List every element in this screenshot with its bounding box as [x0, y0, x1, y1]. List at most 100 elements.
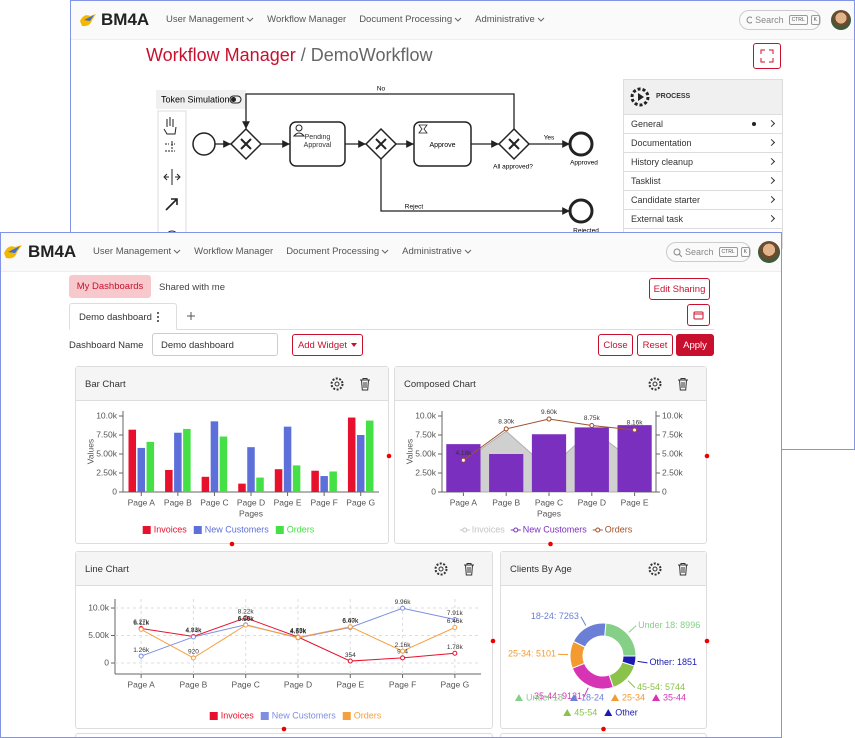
separator: / [300, 45, 306, 65]
menu-label: Workflow Manager [267, 14, 347, 25]
settings-icon[interactable] [648, 377, 662, 391]
brand: BM4A [28, 242, 77, 261]
menu-item[interactable]: Administrative [402, 246, 472, 257]
gear-teeth [434, 562, 448, 576]
panel-item[interactable]: History cleanup [624, 153, 782, 172]
close-button[interactable]: Close [598, 334, 633, 356]
toggle[interactable] [229, 95, 242, 104]
panel-item[interactable]: Candidate starter [624, 191, 782, 210]
chevron [246, 17, 254, 22]
task-label-box: Pending Approval [303, 134, 332, 149]
hand-tool[interactable] [163, 117, 177, 135]
lens [746, 16, 753, 23]
tab-button[interactable] [687, 304, 710, 326]
name-input[interactable]: Demo dashboard [152, 333, 278, 356]
panel-title: PROCESS [656, 93, 691, 100]
dashboard-tab-label: Demo dashboard [79, 312, 152, 323]
tab[interactable]: Shared with me [159, 282, 226, 293]
key: K [810, 15, 820, 25]
chevron [381, 249, 389, 254]
chevron [464, 249, 472, 254]
menu: User Management Workflow Manager Document … [166, 14, 545, 25]
user-icon-body [292, 132, 306, 137]
avatar[interactable] [831, 10, 851, 30]
flow-label: Reject [405, 204, 424, 211]
menu-item[interactable]: User Management [93, 246, 181, 257]
menu: User Management Workflow Manager Document … [93, 246, 472, 257]
add-tab-icon[interactable] [186, 311, 196, 321]
menu-item[interactable]: Document Processing [359, 14, 462, 25]
delete-icon[interactable] [358, 377, 372, 391]
menu-label: Document Processing [286, 246, 380, 257]
connect-tool[interactable] [165, 198, 178, 211]
widget-card: Line Chart [75, 551, 493, 729]
kebab-icon[interactable] [156, 311, 160, 323]
gateways[interactable] [229, 127, 531, 161]
menu-item[interactable]: Workflow Manager [267, 14, 346, 25]
panel-item-label: General [631, 119, 664, 129]
end-event[interactable] [568, 131, 594, 157]
search-label: Search [755, 15, 784, 25]
search[interactable]: Search CTRL K [739, 10, 821, 30]
search-icon [673, 248, 682, 257]
panel-item[interactable]: External task [624, 210, 782, 229]
start-event[interactable] [192, 132, 216, 156]
delete-icon[interactable] [676, 562, 690, 576]
apply-button[interactable]: Apply [676, 334, 714, 356]
tab-active[interactable]: My Dashboards [69, 275, 151, 298]
add-widget-button[interactable]: Add Widget [292, 334, 363, 356]
chevron [767, 119, 776, 128]
chevron [767, 157, 776, 166]
menu-item[interactable]: Administrative [475, 14, 545, 25]
task-label: Pending Approval [303, 134, 332, 149]
settings-icon[interactable] [648, 562, 662, 576]
chevron [767, 138, 776, 147]
search[interactable]: Search CTRL K [666, 242, 751, 262]
delete-icon[interactable] [676, 377, 690, 391]
space-tool[interactable] [163, 169, 181, 185]
panel-items: General Documentation History cleanup Taskl… [624, 115, 782, 248]
end-event[interactable] [568, 198, 594, 224]
widget-title: Clients By Age [510, 564, 572, 575]
edit-sharing-button[interactable]: Edit Sharing [649, 278, 710, 300]
panel-item[interactable]: General [624, 115, 782, 134]
lasso-tool[interactable] [165, 141, 175, 152]
settings-icon[interactable] [434, 562, 448, 576]
chevron [537, 17, 545, 22]
page-title: Workflow Manager / DemoWorkflow [146, 45, 432, 66]
chevron-path [537, 17, 545, 22]
chevron-path [246, 17, 254, 22]
widget-card: Bar Chart [75, 366, 389, 544]
simulation-bar[interactable] [156, 90, 246, 109]
task[interactable] [289, 121, 346, 167]
panel-item[interactable]: Documentation [624, 134, 782, 153]
dashboard-tab[interactable]: Demo dashboard [69, 303, 177, 330]
settings-icon[interactable] [330, 377, 344, 391]
task-label: Approve [429, 142, 455, 149]
widget-title: Bar Chart [85, 379, 126, 390]
brand: BM4A [101, 10, 150, 29]
menu-label: Administrative [475, 14, 535, 25]
task[interactable] [413, 121, 472, 167]
gear-hole [652, 381, 658, 387]
gear-hole [652, 566, 658, 572]
name-label: Dashboard Name [69, 340, 144, 351]
widget-title: Line Chart [85, 564, 129, 575]
menu-item[interactable]: User Management [166, 14, 254, 25]
panel-item-label: History cleanup [631, 157, 694, 167]
panel-item[interactable]: Tasklist [624, 172, 782, 191]
add-widget-label: Add Widget [297, 339, 348, 351]
widget-header: Clients By Age [501, 552, 706, 586]
menu-item[interactable]: Document Processing [286, 246, 389, 257]
delete-icon[interactable] [462, 562, 476, 576]
avatar[interactable] [758, 241, 780, 263]
widget-card: Composed Chart [394, 366, 707, 544]
gear-teeth [648, 562, 662, 576]
title: Workflow Manager [146, 45, 296, 65]
caret [351, 343, 358, 347]
reset-button[interactable]: Reset [637, 334, 673, 356]
chevron [767, 195, 776, 204]
expand-button[interactable] [753, 43, 781, 69]
menu-item[interactable]: Workflow Manager [194, 246, 273, 257]
